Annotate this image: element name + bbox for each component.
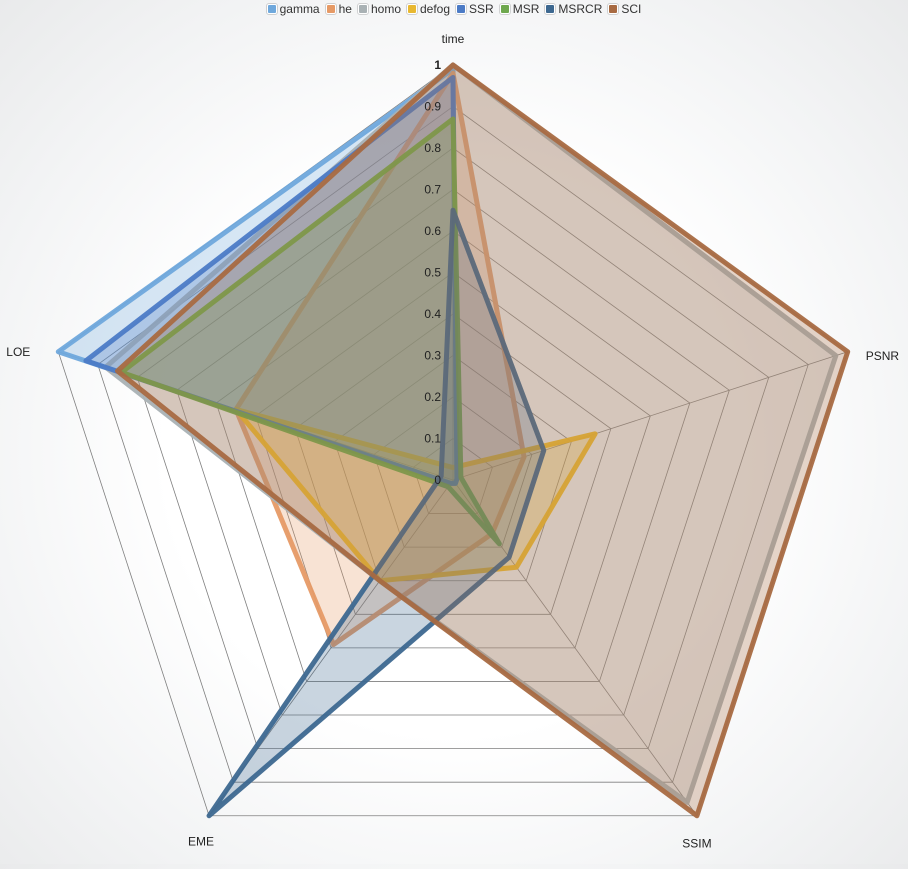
legend-label: gamma [279,2,320,16]
legend-label: homo [370,2,401,16]
grid-ring [136,147,770,749]
axis-label-time: time [442,32,465,46]
legend-item-MSR[interactable]: MSR [498,2,540,16]
legend-label: he [338,2,352,16]
series-defog [233,406,598,584]
legend-label: MSRCR [558,2,603,16]
tick-label: 0.7 [424,183,441,197]
tick-label: 0.2 [424,390,441,404]
axis-label-LOE: LOE [6,345,30,359]
grid-ring [413,438,493,514]
series-layer [55,62,851,819]
legend-label: MSR [512,2,540,16]
legend-swatch [265,3,278,15]
tick-label: 0.5 [424,266,441,280]
tick-label: 0.3 [424,349,441,363]
legend-swatch [455,3,468,15]
legend-swatch [356,3,369,15]
tick-label: 0.4 [424,307,441,321]
tick-label: 0.9 [424,100,441,114]
legend-item-gamma[interactable]: gamma [265,2,320,16]
legend-item-homo[interactable]: homo [356,2,401,16]
grid-ring [294,313,612,615]
series-SCI [115,62,851,819]
legend: gamma he homo defog SSR MSR MSRCR SCI [0,2,908,16]
legend-swatch [406,3,418,15]
legend-swatch [544,3,557,15]
legend-item-SSR[interactable]: SSR [455,2,494,16]
legend-label: defog [420,2,451,16]
legend-label: SSR [469,2,494,16]
tick-label: 1 [434,58,441,72]
tick-label: 0.8 [424,141,441,155]
legend-swatch [324,3,337,15]
tick-label: 0.1 [424,432,441,446]
axis-label-EME: EME [188,835,214,849]
legend-item-MSRCR[interactable]: MSRCR [544,2,603,16]
axis-label-SSIM: SSIM [682,837,711,851]
grid-ring [255,272,651,649]
legend-swatch [498,3,511,15]
grid-ring [176,189,730,716]
grid-ring [373,396,533,548]
tick-label: 0 [434,473,441,487]
axis-label-PSNR: PSNR [866,349,900,363]
tick-label: 0.6 [424,224,441,238]
series-MSRCR [206,207,547,819]
grid-spoke [452,351,848,481]
series-MSR [118,116,502,547]
legend-item-he[interactable]: he [324,2,352,16]
legend-item-SCI[interactable]: SCI [607,2,642,16]
legend-label: SCI [621,2,642,16]
legend-swatch [607,3,620,15]
legend-item-defog[interactable]: defog [406,2,451,16]
grid-ring [334,355,572,582]
series-SSR [83,74,460,486]
